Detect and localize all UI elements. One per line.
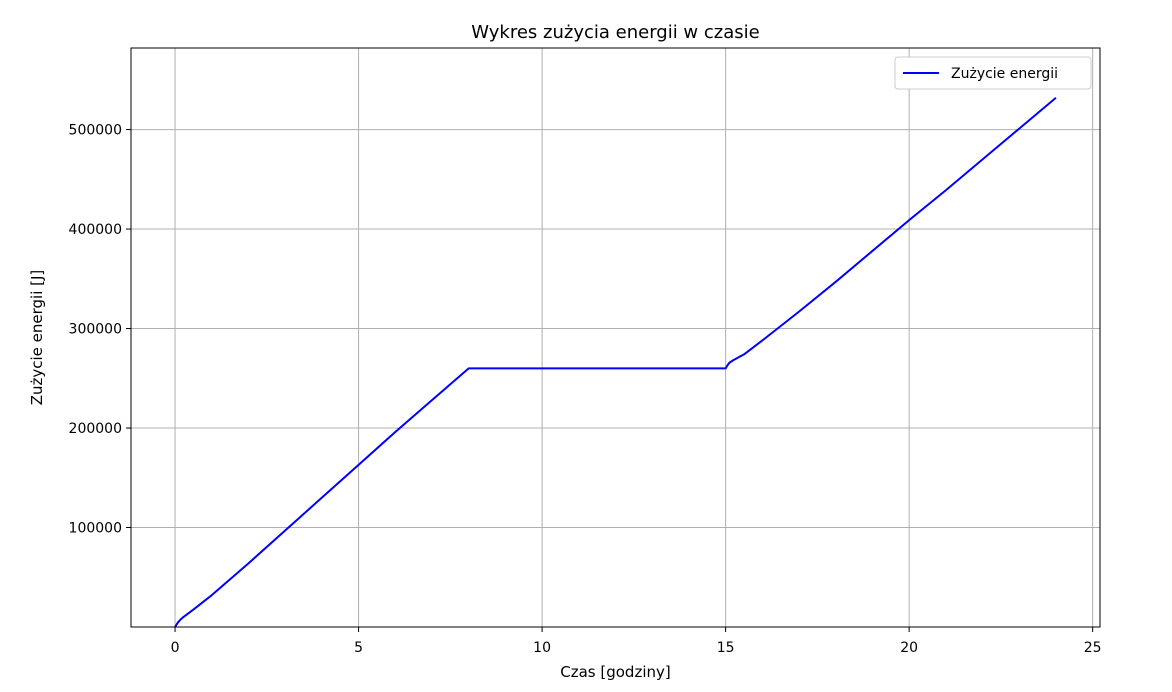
x-tick-label: 5 — [354, 640, 363, 656]
plot-frame — [130, 47, 1101, 628]
legend-box — [894, 56, 1092, 90]
x-tick-label: 20 — [900, 640, 918, 656]
legend-entry-label: Zużycie energii — [951, 66, 1058, 82]
grid — [131, 48, 1100, 627]
y-tick-label: 400000 — [69, 222, 122, 238]
ticks: 0 5 10 15 20 25 100000 200000 300000 400000 500000 — [69, 123, 1102, 656]
legend: Zużycie energii — [894, 56, 1092, 90]
x-tick-label: 0 — [171, 640, 180, 656]
y-axis-label: Zużycie energii [J] — [28, 270, 46, 406]
series-line — [174, 96, 1057, 628]
y-tick-label: 100000 — [69, 521, 122, 537]
y-tick-label: 300000 — [69, 322, 122, 338]
y-tick-label: 200000 — [69, 421, 122, 437]
x-tick-label: 25 — [1084, 640, 1102, 656]
x-axis-label: Czas [godziny] — [560, 663, 670, 681]
chart-title: Wykres zużycia energii w czasie — [471, 22, 759, 43]
series-layer — [174, 96, 1057, 628]
y-tick-label: 500000 — [69, 123, 122, 139]
x-tick-label: 10 — [533, 640, 551, 656]
x-tick-label: 15 — [717, 640, 735, 656]
